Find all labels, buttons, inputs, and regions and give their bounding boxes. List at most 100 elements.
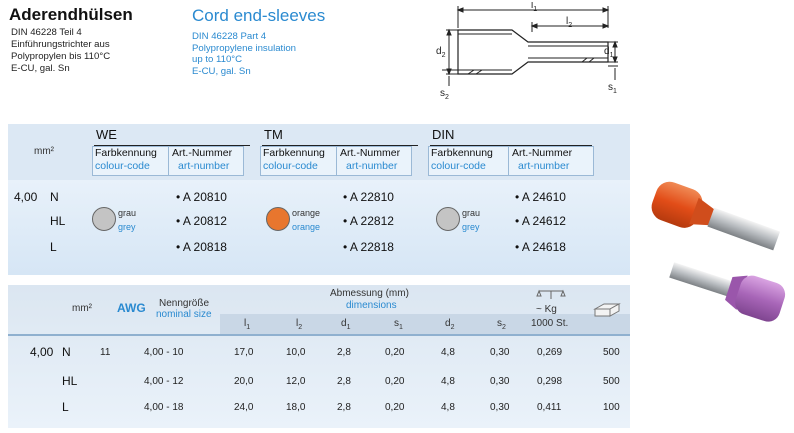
pack-value: 500 [603,347,620,358]
label-s2: s2 [440,88,449,100]
dimensions-en: dimensions [346,300,397,311]
group-title-tm: TM [264,127,283,142]
header-colour-code [428,146,510,176]
pack-value: 100 [603,402,620,413]
subtitle-en: DIN 46228 Part 4 Polypropylene insulatio… [192,31,296,77]
colour-name-de: grau [462,208,481,218]
subtitle-en-line: Polypropylene insulation [192,42,296,54]
ferrule-dimension-drawing: l1 l2 d2 d1 s2 s1 [436,2,618,100]
s1-value: 0,20 [385,402,405,413]
violet-ferrule-photo [669,262,786,322]
d1-value: 2,8 [337,376,351,387]
scale-icon [536,289,566,299]
subtitle-en-line: DIN 46228 Part 4 [192,31,267,42]
s1-value: 0,20 [385,347,405,358]
header-art-number [508,146,594,176]
header-colour-code [260,146,338,176]
weight-value: 0,411 [537,402,562,413]
col-l1: l1 [244,318,251,331]
header-art-number-en: art-number [346,160,398,172]
subtitle-en-line: E-CU, gal. Sn [192,65,251,77]
group-title-din: DIN [432,127,455,142]
subtitle-de: DIN 46228 Teil 4 Einführungstrichter aus… [11,27,110,75]
header-colour-code-en: colour-code [95,160,150,172]
s2-value: 0,30 [490,402,510,413]
awg-value: 11 [100,347,111,358]
s2-value: 0,30 [490,376,510,387]
header-farbkennung: Farbkennung [95,147,157,159]
size-value: 4,00 [14,190,38,204]
dimension-header-band [220,314,630,334]
package-icon [593,303,621,317]
colour-name-en: grey [118,222,136,232]
swatch-grey [92,207,116,231]
l2-value: 12,0 [286,376,306,387]
colour-name-en: grey [462,222,480,232]
art-number: • A 20812 [176,214,227,228]
header-art-nummer: Art.-Nummer [172,147,233,159]
label-l2: l2 [566,16,572,29]
dimension-table [8,285,630,428]
subtitle-de-line: Einführungstrichter aus [11,39,110,50]
size-value: 4,00 [30,345,54,359]
subtitle-en-line: up to 110°C [192,54,243,65]
unit-label: mm² [72,303,92,314]
header-art-number [336,146,412,176]
l2-value: 18,0 [286,402,306,413]
d2-value: 4,8 [441,376,455,387]
col-d1: d1 [341,318,351,331]
weight-header: ~ Kg [536,304,557,315]
dimensions-de: Abmessung (mm) [330,288,409,299]
art-number: • A 22812 [343,214,394,228]
header-farbkennung: Farbkennung [263,147,325,159]
swatch-grey [436,207,460,231]
l1-value: 20,0 [234,376,254,387]
d1-value: 2,8 [337,402,351,413]
variant: N [62,345,71,359]
awg-header: AWG [117,301,146,315]
label-l1: l1 [531,2,537,13]
nominal-size: 4,00 - 10 [144,347,184,358]
colour-name-de: orange [292,208,321,218]
subtitle-de-line: E-CU, gal. Sn [11,63,70,74]
subtitle-de-line: Polypropylen bis 110°C [11,51,111,62]
header-art-number-en: art-number [178,160,230,172]
col-s1: s1 [394,318,403,331]
nominal-size: 4,00 - 12 [144,376,184,387]
group-underline [262,145,418,146]
label-d2: d2 [436,46,446,59]
art-number: • A 20818 [176,240,227,254]
label-d1: d1 [604,46,614,59]
unit-label: mm² [34,146,54,157]
l2-value: 10,0 [286,347,306,358]
d2-value: 4,8 [441,402,455,413]
label-s1: s1 [608,82,617,95]
variant: HL [62,374,78,388]
l1-value: 17,0 [234,347,254,358]
art-number: • A 22810 [343,190,394,204]
pack-value: 500 [603,376,620,387]
art-number: • A 24618 [515,240,566,254]
ferrule-photos [651,181,786,322]
header-farbkennung: Farbkennung [431,147,493,159]
orange-ferrule-photo [651,181,781,251]
weight-header-unit: 1000 St. [531,318,569,329]
variant: L [62,400,69,414]
header-colour-code-en: colour-code [263,160,318,172]
col-l2: l2 [296,318,303,331]
d2-value: 4,8 [441,347,455,358]
header-colour-code-en: colour-code [431,160,486,172]
swatch-orange [266,207,290,231]
colour-name-en: orange [292,222,321,232]
variant-l: L [50,240,57,254]
variant-hl: HL [50,214,66,228]
header-colour-code [92,146,170,176]
art-number: • A 20810 [176,190,227,204]
nominal-size-en: nominal size [156,309,212,320]
col-s2: s2 [497,318,506,331]
s1-value: 0,20 [385,376,405,387]
colour-name-de: grau [118,208,137,218]
s2-value: 0,30 [490,347,510,358]
nominal-size-de: Nenngröße [159,298,210,309]
group-title-we: WE [96,127,117,142]
